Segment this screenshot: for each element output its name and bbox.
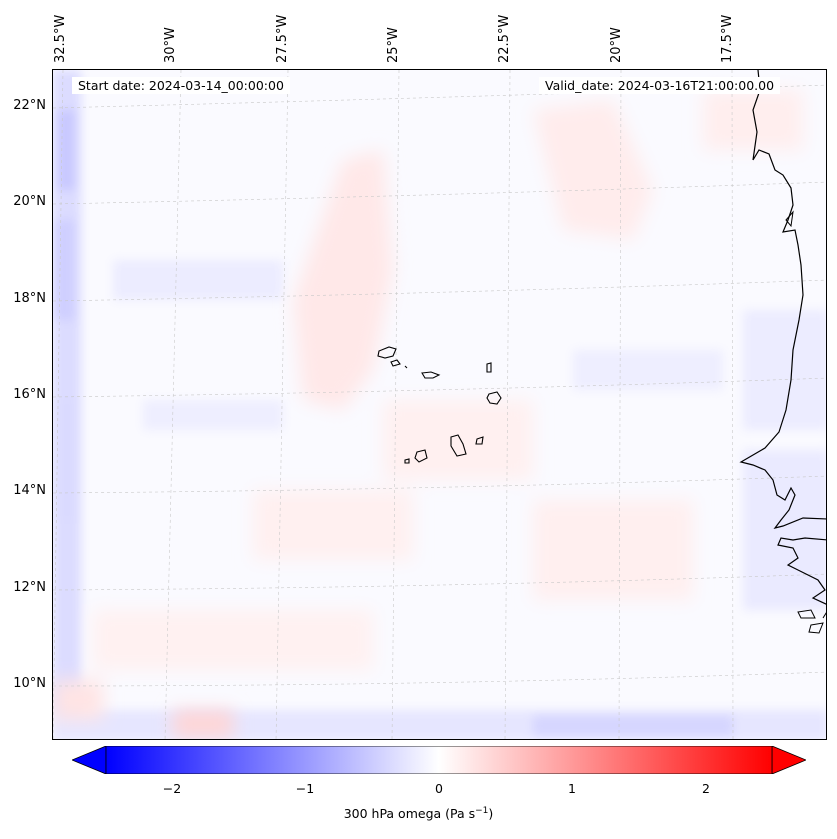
omega-patch (113, 260, 283, 300)
gridlines (53, 70, 826, 739)
omega-patch (743, 450, 826, 610)
lat-label-20n: 20°N (13, 194, 46, 209)
meridian-17-5w (731, 70, 734, 739)
colorbar-tick-label-2: 2 (702, 781, 710, 796)
lat-label-16n: 16°N (13, 387, 46, 402)
lat-label-14n: 14°N (13, 483, 46, 498)
map-panel (52, 69, 827, 740)
lon-label-25w: 25°W (386, 27, 401, 63)
colorbar-tick-label-1: 1 (568, 781, 576, 796)
omega-patch (743, 310, 826, 430)
island-brava (404, 458, 410, 464)
lat-label-12n: 12°N (13, 580, 46, 595)
omega-patch (173, 710, 233, 738)
omega-patch (703, 90, 803, 150)
colorbar-max-extend (771, 745, 808, 775)
island-maio (475, 436, 484, 445)
omega-patch (533, 500, 693, 600)
omega-patch (383, 400, 533, 480)
island-santa-luzia (404, 365, 408, 369)
africa-coastline (739, 70, 826, 605)
africa-coastline-islands (785, 210, 826, 634)
island-santiago (450, 434, 467, 457)
colorbar-title-exponent: −1 (475, 806, 489, 816)
map-canvas (53, 70, 826, 739)
colorbar-title-end: ) (488, 806, 494, 822)
lon-label-20w: 20°W (609, 27, 624, 63)
colorbar-min-extend (70, 745, 107, 775)
lat-label-18n: 18°N (13, 291, 46, 306)
omega-patch (293, 150, 393, 410)
island-boa-vista (486, 391, 502, 405)
omega-patch (53, 220, 75, 320)
start-date-label: Start date: 2024-03-14_00:00:00 (72, 77, 290, 94)
omega-patch (59, 400, 79, 520)
meridian-32-5w (53, 70, 64, 739)
colorbar-title-main: 300 hPa omega (Pa s (343, 806, 476, 822)
meridian-22-5w (504, 70, 511, 739)
omega-patch (53, 680, 103, 720)
colorbar (70, 745, 808, 778)
valid-date-label: Valid_date: 2024-03-16T21:00:00.00 (539, 77, 781, 94)
lat-label-22n: 22°N (13, 98, 46, 113)
island-sao-vicente (390, 359, 401, 367)
meridian-30w (164, 70, 182, 739)
omega-patch (57, 110, 75, 190)
island-sal (486, 362, 492, 373)
omega-patch (93, 610, 373, 670)
colorbar-graphic (70, 745, 808, 778)
colorbar-tick-label-neg2: −2 (162, 781, 182, 796)
island-sao-nicolau (421, 371, 441, 379)
lat-label-10n: 10°N (13, 676, 46, 691)
colorbar-title: 300 hPa omega (Pa s−1) (0, 806, 837, 821)
lon-label-17-5w: 17.5°W (720, 14, 735, 63)
meridian-20w (618, 70, 622, 739)
omega-positive-patches (53, 90, 803, 738)
omega-patch (533, 100, 653, 240)
colorbar-gradient (106, 746, 772, 774)
meridian-27-5w (275, 70, 289, 739)
lon-label-27-5w: 27.5°W (275, 14, 290, 63)
cape-verde-islands (377, 346, 502, 464)
colorbar-tick-label-neg1: −1 (295, 781, 315, 796)
omega-patch (533, 715, 733, 737)
omega-patch (143, 400, 283, 430)
lon-label-30w: 30°W (163, 27, 178, 63)
lon-label-22-5w: 22.5°W (497, 14, 512, 63)
island-fogo (414, 449, 428, 463)
omega-patch (253, 490, 413, 560)
meridian-25w (391, 70, 400, 739)
omega-patch (573, 350, 723, 390)
colorbar-tick-label-0: 0 (435, 781, 443, 796)
island-santo-antao (377, 346, 397, 359)
lon-label-32-5w: 32.5°W (53, 14, 68, 63)
